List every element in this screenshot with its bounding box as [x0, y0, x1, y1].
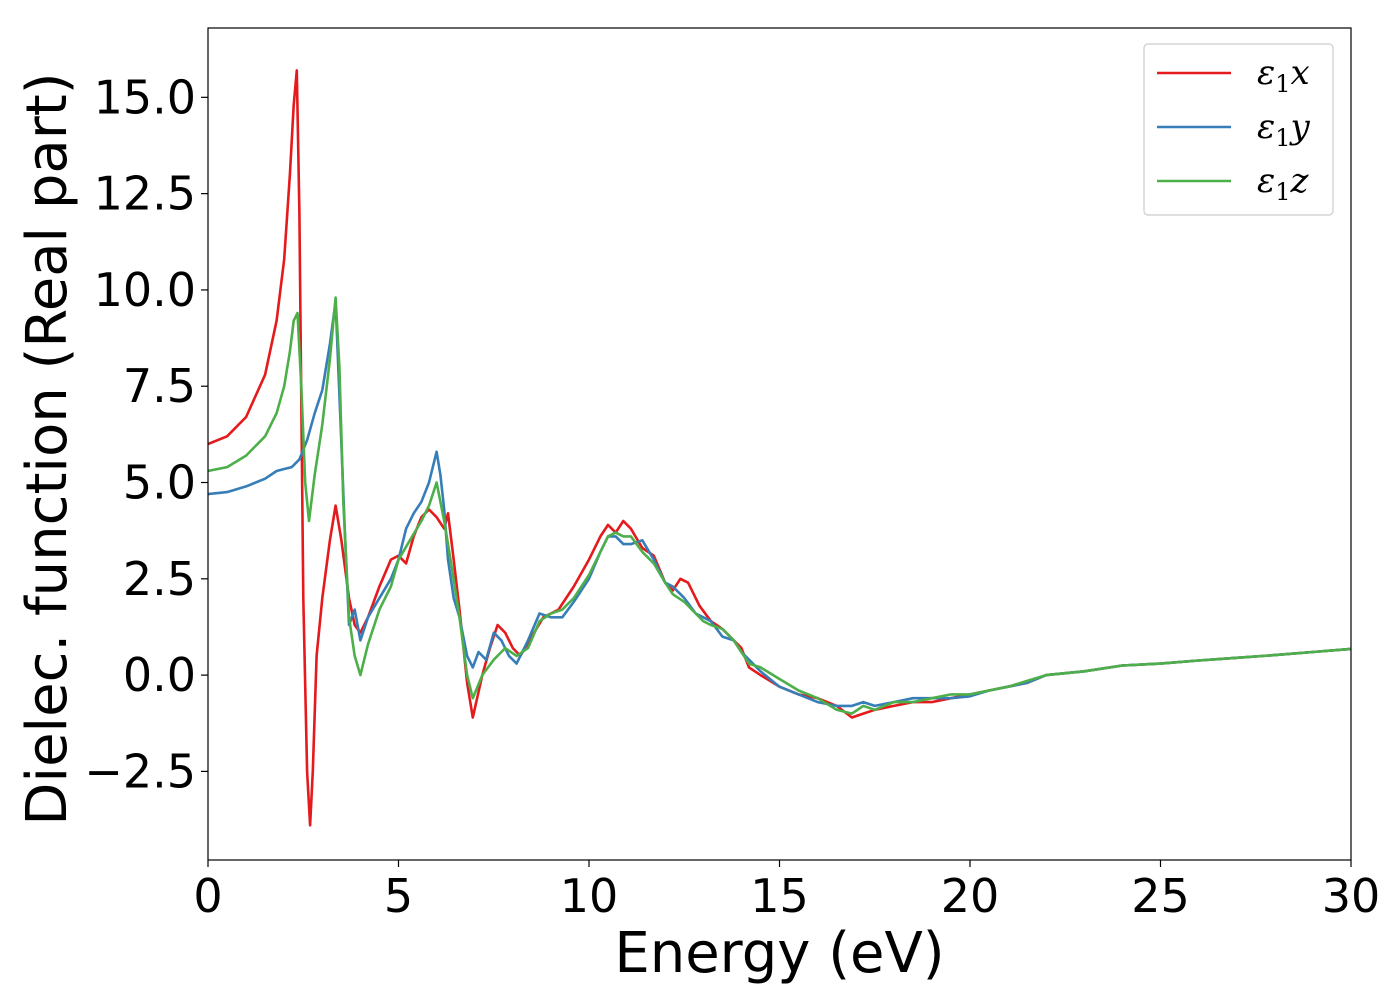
y-tick-label: 2.5: [123, 552, 196, 606]
x-tick-label: 10: [560, 869, 619, 923]
legend: ε1x ε1y ε1z: [1143, 43, 1334, 216]
legend-entries: ε1x ε1y ε1z: [1157, 53, 1311, 206]
legend-label-y: ε1y: [1257, 107, 1311, 152]
y-tick-label: 15.0: [94, 70, 196, 124]
series-line-z: [208, 296, 1351, 715]
x-tick-label: 0: [193, 869, 222, 923]
y-tick-label: −2.5: [84, 744, 196, 798]
y-axis-title: Dielec. function (Real part): [15, 72, 80, 825]
x-tick-label: 30: [1322, 869, 1381, 923]
y-tick-label: 10.0: [94, 263, 196, 317]
legend-label-z: ε1z: [1257, 161, 1310, 206]
x-axis-title: Energy (eV): [614, 921, 944, 986]
legend-label-x: ε1x: [1257, 53, 1310, 98]
series-layer: [208, 69, 1351, 827]
y-tick-label: 7.5: [123, 359, 196, 413]
y-tick-label: 12.5: [94, 167, 196, 221]
ticks-layer: 0 5 10 15 20 25 30 −2.5 0.0 2.5 5.0 7.5 10.0 12.5 15.0: [84, 70, 1380, 923]
x-tick-label: 20: [941, 869, 1000, 923]
legend-box: [1143, 43, 1334, 216]
x-tick-label: 15: [750, 869, 809, 923]
series-line-y: [208, 300, 1351, 708]
x-tick-label: 25: [1131, 869, 1190, 923]
y-tick-label: 0.0: [123, 648, 196, 702]
y-tick-label: 5.0: [123, 456, 196, 510]
x-tick-label: 5: [384, 869, 413, 923]
